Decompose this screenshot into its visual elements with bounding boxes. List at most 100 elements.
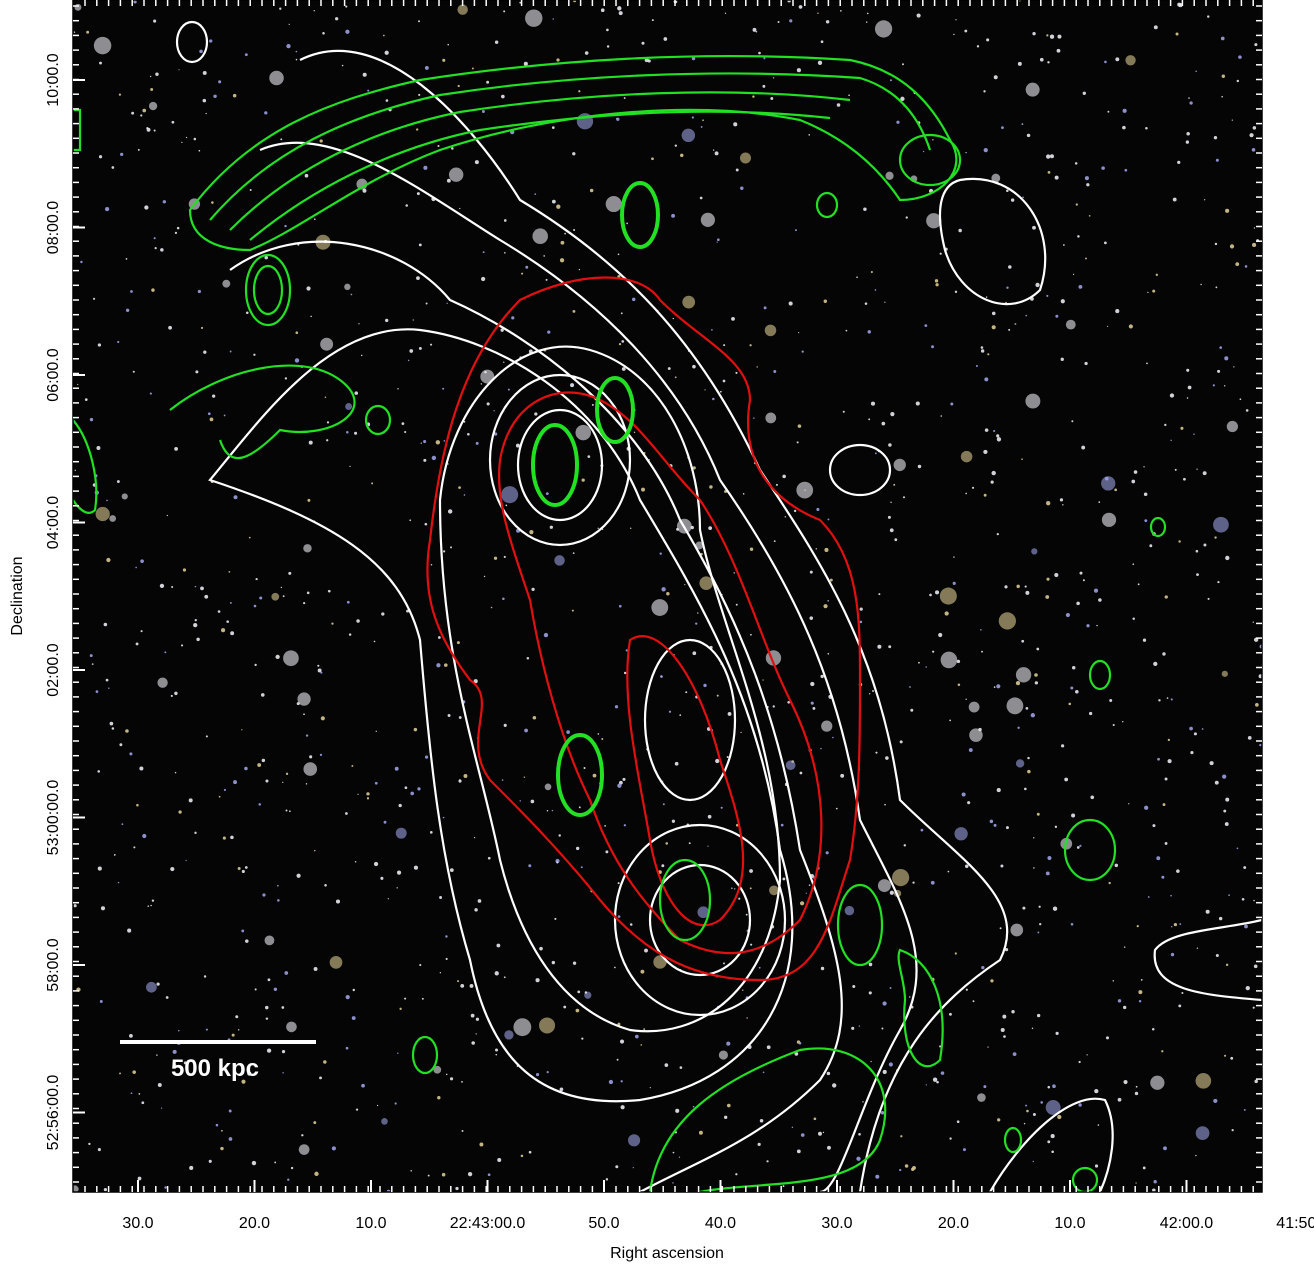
star — [619, 1039, 625, 1044]
star — [335, 17, 339, 21]
star — [394, 1102, 397, 1105]
star — [572, 309, 576, 313]
star — [622, 777, 626, 781]
star — [1047, 1085, 1051, 1089]
star — [129, 1033, 133, 1038]
star — [269, 70, 284, 86]
star — [671, 213, 675, 218]
star — [221, 1129, 223, 1132]
star — [1158, 699, 1161, 702]
star — [1088, 711, 1093, 716]
star — [317, 668, 322, 673]
star — [726, 1041, 731, 1046]
star — [724, 12, 727, 14]
star — [813, 1117, 817, 1121]
star — [290, 1166, 294, 1170]
green-contour — [815, 191, 839, 219]
star — [99, 61, 102, 65]
star — [461, 1080, 463, 1083]
star — [397, 388, 399, 390]
star — [473, 837, 476, 839]
star — [188, 798, 193, 803]
star — [524, 728, 528, 733]
star — [1178, 540, 1181, 543]
star — [775, 483, 778, 486]
star — [171, 120, 175, 124]
star — [766, 1045, 771, 1050]
star — [296, 873, 301, 878]
white-contour — [259, 141, 918, 1192]
star — [1052, 1084, 1056, 1089]
star — [103, 1188, 108, 1192]
star — [544, 783, 552, 791]
green-contour — [1149, 516, 1167, 538]
star — [875, 1174, 880, 1179]
star — [170, 694, 173, 697]
star — [798, 332, 800, 334]
star — [905, 216, 908, 219]
star — [752, 27, 757, 32]
star — [1254, 43, 1258, 47]
star — [735, 603, 738, 606]
star — [366, 792, 370, 796]
star — [578, 268, 581, 271]
star — [772, 77, 775, 79]
star — [89, 654, 93, 658]
star — [980, 349, 985, 353]
star — [226, 620, 229, 623]
star — [796, 481, 814, 499]
star — [823, 604, 828, 609]
star — [703, 683, 707, 688]
star — [1244, 924, 1248, 929]
star — [1189, 726, 1193, 731]
star — [825, 851, 829, 855]
star — [671, 819, 676, 823]
star — [281, 1050, 286, 1054]
x-tick-label: 10.0 — [1054, 1215, 1085, 1232]
star — [980, 629, 982, 631]
star — [180, 644, 184, 647]
star — [420, 442, 422, 444]
star — [423, 439, 427, 444]
star — [717, 238, 720, 242]
star — [773, 370, 777, 373]
star — [430, 343, 433, 346]
star — [418, 346, 422, 350]
star — [782, 877, 786, 881]
star — [640, 969, 645, 974]
star — [519, 1, 522, 4]
star — [144, 205, 149, 210]
star — [584, 51, 589, 55]
star — [1222, 774, 1227, 779]
star — [1221, 95, 1223, 98]
star — [295, 331, 299, 335]
star — [436, 663, 441, 668]
star — [998, 612, 1016, 630]
star — [679, 714, 682, 716]
star — [616, 117, 620, 121]
star — [282, 595, 285, 598]
star — [881, 421, 886, 426]
star — [556, 861, 559, 864]
star — [1109, 699, 1113, 703]
star — [1228, 894, 1230, 897]
star — [487, 1173, 491, 1177]
star — [1145, 126, 1148, 130]
star — [463, 494, 466, 496]
star — [150, 75, 152, 78]
star — [617, 253, 620, 256]
star — [668, 710, 672, 713]
y-tick-label: 02:00.0 — [45, 643, 62, 696]
star — [617, 1022, 621, 1026]
star — [931, 345, 935, 349]
star — [146, 981, 157, 993]
star — [752, 95, 755, 98]
star — [634, 1034, 639, 1039]
star — [153, 129, 156, 132]
star — [731, 317, 735, 321]
star — [288, 23, 290, 25]
star — [1084, 361, 1088, 366]
star — [1014, 323, 1017, 325]
star — [503, 219, 507, 222]
star — [457, 4, 468, 15]
